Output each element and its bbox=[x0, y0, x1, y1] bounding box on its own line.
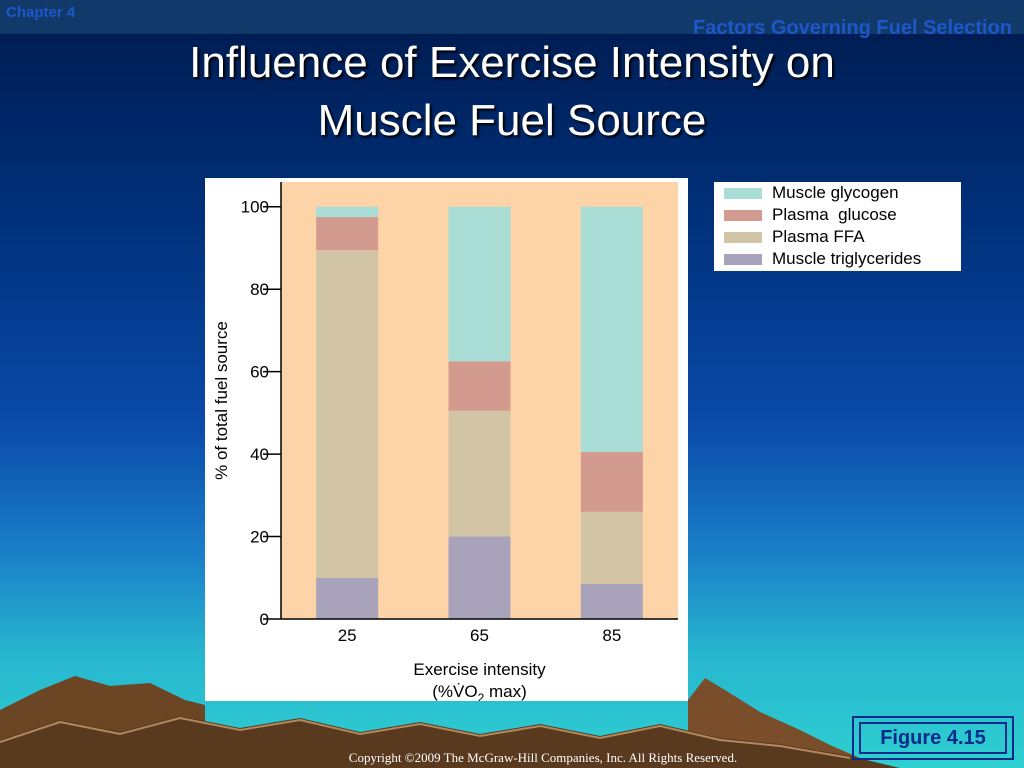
y-tick-label-80: 80 bbox=[250, 280, 269, 299]
x-axis-label-line-1: Exercise intensity bbox=[413, 660, 546, 679]
y-tick-label-20: 20 bbox=[250, 528, 269, 547]
header-band bbox=[0, 0, 1024, 34]
chart-legend: Muscle glycogen Plasma glucose Plasma FFA M… bbox=[714, 182, 961, 271]
y-tick-label-60: 60 bbox=[250, 363, 269, 382]
bar-segment-muscle-glycogen-85 bbox=[580, 206, 643, 453]
legend-swatch bbox=[724, 187, 762, 199]
x-axis-label-line-2: (%V̇O2 max) bbox=[432, 682, 527, 701]
y-tick-label-100: 100 bbox=[241, 198, 269, 217]
y-tick-label-40: 40 bbox=[250, 445, 269, 464]
slide-title-line-2: Muscle Fuel Source bbox=[317, 96, 707, 145]
x-tick-label-85: 85 bbox=[602, 626, 621, 645]
figure-label: Figure 4.15 bbox=[859, 722, 1007, 754]
copyright-notice: Copyright ©2009 The McGraw-Hill Companie… bbox=[348, 750, 738, 765]
bar-segment-muscle-glycogen-65 bbox=[448, 206, 511, 362]
bar-segment-muscle-triglycerides-85 bbox=[580, 583, 643, 619]
mountain-ridge-highlight bbox=[0, 716, 851, 759]
chart-panel: 25 65 85 0 20 40 60 80 100 % of total fuel sourc… bbox=[205, 178, 688, 705]
bar-segment-muscle-glycogen-25 bbox=[316, 206, 379, 218]
slide-title-line-1: Influence of Exercise Intensity on bbox=[189, 38, 835, 87]
legend-swatch bbox=[724, 209, 762, 221]
legend-item-plasma-ffa: Plasma FFA bbox=[724, 227, 865, 247]
bar-segment-muscle-triglycerides-25 bbox=[316, 577, 379, 619]
bar-segment-plasma-ffa-85 bbox=[580, 511, 643, 584]
bar-segment-plasma-ffa-65 bbox=[448, 410, 511, 537]
x-axis-label-suffix: max) bbox=[484, 682, 527, 701]
x-axis-label-prefix: (%V̇O bbox=[432, 682, 477, 701]
y-axis-label: % of total fuel source bbox=[212, 321, 231, 480]
x-axis-label-subscript: 2 bbox=[478, 691, 485, 701]
figure-label-box: Figure 4.15 bbox=[852, 716, 1014, 760]
bar-segment-plasma-glucose-65 bbox=[448, 361, 511, 411]
bar-segment-plasma-glucose-25 bbox=[316, 217, 379, 251]
bar-segment-plasma-glucose-85 bbox=[580, 452, 643, 512]
bar-segment-muscle-triglycerides-65 bbox=[448, 536, 511, 619]
legend-item-muscle-glycogen: Muscle glycogen bbox=[724, 183, 899, 203]
legend-item-plasma-glucose: Plasma glucose bbox=[724, 205, 897, 225]
bar-segment-plasma-ffa-25 bbox=[316, 250, 379, 578]
stacked-bar-chart: 25 65 85 0 20 40 60 80 100 % of total fuel sourc… bbox=[212, 182, 678, 705]
legend-item-muscle-triglycerides: Muscle triglycerides bbox=[724, 249, 921, 269]
slide-title: Influence of Exercise Intensity on Muscl… bbox=[0, 34, 1024, 150]
x-tick-label-25: 25 bbox=[338, 626, 357, 645]
y-tick-label-0: 0 bbox=[260, 610, 269, 629]
legend-swatch bbox=[724, 231, 762, 243]
legend-label: Plasma FFA bbox=[772, 227, 865, 246]
chapter-label: Chapter 4 bbox=[6, 4, 76, 21]
legend-swatch bbox=[724, 253, 762, 265]
legend-label: Muscle glycogen bbox=[772, 183, 899, 202]
legend-label: Muscle triglycerides bbox=[772, 249, 922, 268]
x-tick-label-65: 65 bbox=[470, 626, 489, 645]
legend-label: Plasma glucose bbox=[772, 205, 897, 224]
section-label: Factors Governing Fuel Selection bbox=[693, 17, 1012, 39]
